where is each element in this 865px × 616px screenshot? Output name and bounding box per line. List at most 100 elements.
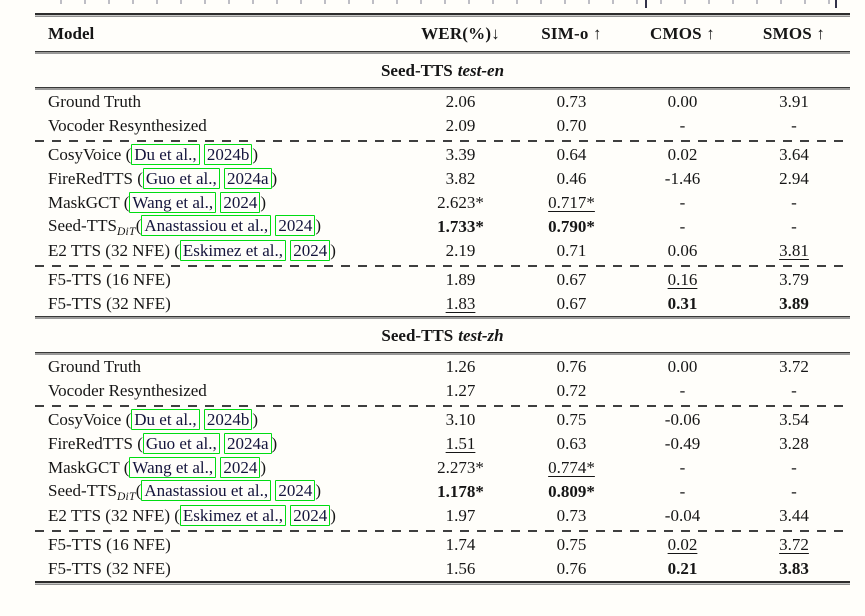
metric-cell: 0.31 bbox=[627, 294, 738, 314]
column-header-smos: SMOS ↑ bbox=[762, 24, 826, 43]
metric-cell: - bbox=[627, 217, 738, 237]
column-header-cmos: CMOS ↑ bbox=[650, 24, 715, 43]
citation-link[interactable]: 2024a bbox=[223, 433, 272, 454]
model-label: ) bbox=[315, 216, 322, 235]
metric-cell: 0.70 bbox=[516, 116, 627, 136]
metric-cell: 0.717* bbox=[516, 193, 627, 213]
metric-cell: - bbox=[627, 116, 738, 136]
model-label: ) bbox=[260, 193, 267, 212]
model-label: FireRedTTS ( bbox=[48, 169, 143, 188]
dashed-separator bbox=[35, 528, 850, 533]
dashed-separator bbox=[35, 138, 850, 143]
metric-value: - bbox=[679, 116, 686, 135]
metric-cell: 0.02 bbox=[627, 145, 738, 165]
model-cell: CosyVoice (Du et al., 2024b) bbox=[35, 144, 405, 165]
citation-link[interactable]: 2024 bbox=[275, 215, 316, 236]
citation-link[interactable]: Wang et al., bbox=[129, 192, 217, 213]
metric-cell: 1.27 bbox=[405, 381, 516, 401]
metric-value: 2.273* bbox=[437, 458, 484, 477]
results-table: Model WER(%)↓ SIM-o ↑ CMOS ↑ SMOS ↑ Seed-TTS t… bbox=[35, 13, 850, 585]
model-label: E2 TTS (32 NFE) ( bbox=[48, 241, 180, 260]
model-cell: F5-TTS (16 NFE) bbox=[35, 535, 405, 555]
citation-link[interactable]: Du et al., bbox=[131, 409, 200, 430]
metric-value: 0.46 bbox=[556, 169, 587, 188]
model-label: ) bbox=[252, 410, 259, 429]
model-cell: F5-TTS (16 NFE) bbox=[35, 270, 405, 290]
citation-link[interactable]: Du et al., bbox=[131, 144, 200, 165]
citation-link[interactable]: Anastassiou et al., bbox=[141, 215, 272, 236]
metric-value: 0.76 bbox=[556, 357, 587, 376]
model-cell: FireRedTTS (Guo et al., 2024a) bbox=[35, 433, 405, 454]
citation-link[interactable]: Wang et al., bbox=[129, 457, 217, 478]
metric-cell: 0.02 bbox=[627, 535, 738, 555]
model-label: Seed-TTS bbox=[48, 216, 117, 235]
model-label: FireRedTTS ( bbox=[48, 434, 143, 453]
metric-value: 0.73 bbox=[556, 506, 587, 525]
metric-cell: 0.76 bbox=[516, 559, 627, 579]
citation-link[interactable]: 2024b bbox=[203, 144, 253, 165]
metric-cell: 2.09 bbox=[405, 116, 516, 136]
dashed-separator bbox=[35, 263, 850, 268]
citation-link[interactable]: 2024 bbox=[220, 457, 261, 478]
metric-cell: - bbox=[738, 217, 850, 237]
metric-value: - bbox=[791, 217, 797, 236]
citation-link[interactable]: 2024 bbox=[220, 192, 261, 213]
table-row: FireRedTTS (Guo et al., 2024a) 1.51 0.63 -0… bbox=[35, 432, 850, 456]
metric-cell: 0.75 bbox=[516, 410, 627, 430]
citation-link[interactable]: Guo et al., bbox=[142, 168, 220, 189]
metric-value: - bbox=[791, 458, 797, 477]
metric-cell: 0.73 bbox=[516, 92, 627, 112]
metric-cell: 0.71 bbox=[516, 241, 627, 261]
section-title-variant: test-zh bbox=[458, 325, 504, 345]
metric-cell: 1.26 bbox=[405, 357, 516, 377]
model-cell: E2 TTS (32 NFE) (Eskimez et al., 2024) bbox=[35, 505, 405, 526]
metric-value: 3.28 bbox=[779, 434, 809, 453]
model-label: ( bbox=[135, 481, 142, 500]
model-cell: F5-TTS (32 NFE) bbox=[35, 559, 405, 579]
metric-cell: 2.94 bbox=[738, 169, 850, 189]
metric-cell: - bbox=[627, 193, 738, 213]
metric-value: 3.81 bbox=[779, 241, 809, 260]
metric-value: 0.64 bbox=[556, 145, 587, 164]
citation-link[interactable]: Eskimez et al., bbox=[179, 505, 286, 526]
metric-cell: -1.46 bbox=[627, 169, 738, 189]
metric-cell: 3.82 bbox=[405, 169, 516, 189]
metric-value: 3.89 bbox=[779, 294, 809, 313]
metric-value: 1.74 bbox=[445, 535, 476, 554]
citation-link[interactable]: 2024 bbox=[290, 240, 331, 261]
citation-link[interactable]: Guo et al., bbox=[142, 433, 220, 454]
citation-link[interactable]: Anastassiou et al., bbox=[141, 480, 272, 501]
citation-link[interactable]: 2024 bbox=[275, 480, 316, 501]
section-title-name: Seed-TTS bbox=[380, 60, 453, 80]
citation-link[interactable]: 2024a bbox=[223, 168, 272, 189]
model-cell: Ground Truth bbox=[35, 357, 405, 377]
metric-cell: 3.64 bbox=[738, 145, 850, 165]
metric-cell: 3.83 bbox=[738, 559, 850, 579]
table-row: Ground Truth 1.26 0.76 0.00 3.72 bbox=[35, 355, 850, 379]
metric-cell: - bbox=[627, 381, 738, 401]
metric-cell: 0.75 bbox=[516, 535, 627, 555]
citation-link[interactable]: 2024 bbox=[290, 505, 331, 526]
citation-link[interactable]: 2024b bbox=[203, 409, 253, 430]
metric-cell: 1.97 bbox=[405, 506, 516, 526]
citation-link[interactable]: Eskimez et al., bbox=[179, 240, 286, 261]
metric-value: 3.83 bbox=[779, 559, 809, 578]
model-label: ) bbox=[315, 481, 322, 500]
section-title-rule bbox=[35, 352, 850, 355]
column-header-model: Model bbox=[48, 24, 95, 43]
metric-cell: - bbox=[627, 458, 738, 478]
metric-cell: 0.76 bbox=[516, 357, 627, 377]
clipped-caption-mark bbox=[835, 0, 837, 8]
column-header-sim-o: SIM-o ↑ bbox=[541, 24, 602, 43]
section-title-name: Seed-TTS bbox=[381, 325, 454, 345]
metric-value: - bbox=[679, 458, 686, 477]
metric-cell: 0.72 bbox=[516, 381, 627, 401]
metric-cell: 3.54 bbox=[738, 410, 850, 430]
metric-cell: 1.733* bbox=[405, 217, 516, 237]
metric-cell: 0.63 bbox=[516, 434, 627, 454]
metric-value: 2.06 bbox=[445, 92, 476, 111]
metric-cell: 3.72 bbox=[738, 357, 850, 377]
model-label: ) bbox=[260, 458, 267, 477]
table-row: MaskGCT (Wang et al., 2024) 2.623* 0.717* -… bbox=[35, 191, 850, 215]
